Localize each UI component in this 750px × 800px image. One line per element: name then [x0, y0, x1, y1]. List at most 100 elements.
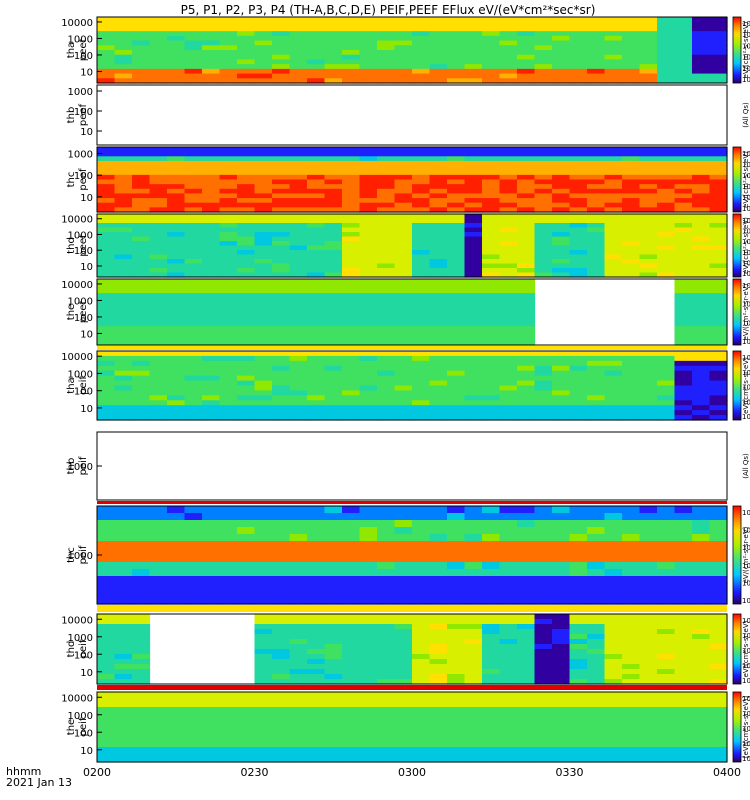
spectrogram-cell [254, 395, 273, 401]
spectrogram-cell [254, 279, 273, 285]
spectrogram-cell [412, 634, 431, 640]
spectrogram-cell [447, 737, 466, 743]
spectrogram-cell [149, 385, 168, 392]
spectrogram-cell [499, 179, 518, 185]
spectrogram-cell [97, 45, 116, 51]
spectrogram-cell [464, 26, 483, 32]
spectrogram-cell [307, 202, 326, 208]
spectrogram-cell [272, 639, 291, 645]
spectrogram-cell [307, 321, 326, 327]
spectrogram-cell [149, 380, 168, 387]
spectrogram-cell [167, 365, 186, 372]
spectrogram-cell [709, 214, 728, 220]
spectrogram-cell [289, 254, 308, 260]
spectrogram-cell [622, 232, 641, 238]
spectrogram-cell [342, 541, 361, 549]
spectrogram-cell [412, 629, 431, 635]
spectrogram-cell [149, 170, 168, 176]
spectrogram-cell [447, 64, 466, 70]
spectrogram-cell [202, 147, 221, 153]
spectrogram-cell [552, 156, 571, 162]
spectrogram-cell [307, 375, 326, 382]
spectrogram-cell [394, 664, 413, 670]
spectrogram-cell [674, 541, 693, 549]
spectrogram-cell [97, 223, 116, 229]
spectrogram-cell [324, 520, 343, 528]
spectrogram-cell [342, 697, 361, 703]
spectrogram-cell [604, 702, 623, 708]
spectrogram-cell [219, 151, 238, 157]
spectrogram-cell [377, 64, 396, 70]
spectrogram-cell [657, 415, 676, 421]
spectrogram-cell [132, 747, 151, 753]
spectrogram-cell [149, 17, 168, 23]
spectrogram-cell [534, 21, 553, 28]
spectrogram-cell [429, 50, 448, 56]
spectrogram-cell [219, 218, 238, 224]
spectrogram-cell [202, 302, 221, 308]
spectrogram-cell [499, 151, 518, 157]
spectrogram-cell [272, 679, 291, 685]
spectrogram-cell [464, 624, 483, 630]
spectrogram-cell [114, 562, 133, 570]
spectrogram-cell [114, 35, 133, 42]
spectrogram-cell [499, 732, 518, 738]
spectrogram-cell [97, 207, 116, 213]
spectrogram-cell [552, 64, 571, 70]
spectrogram-cell [639, 506, 658, 514]
spectrogram-cell [377, 73, 396, 79]
spectrogram-cell [447, 614, 466, 620]
spectrogram-cell [464, 241, 483, 247]
spectrogram-cell [219, 576, 238, 584]
spectrogram-cell [692, 147, 711, 153]
spectrogram-cell [464, 198, 483, 204]
spectrogram-cell [552, 184, 571, 190]
spectrogram-cell [709, 40, 728, 46]
spectrogram-cell [132, 316, 151, 323]
spectrogram-cell [692, 576, 711, 584]
spectrogram-cell [412, 707, 431, 713]
spectrogram-cell [604, 644, 623, 650]
spectrogram-cell [377, 415, 396, 421]
spectrogram-cell [482, 263, 501, 269]
spectrogram-cell [272, 165, 291, 171]
spectrogram-cell [692, 156, 711, 162]
spectrogram-cell [534, 241, 553, 247]
spectrogram-cell [674, 548, 693, 556]
spectrogram-cell [604, 50, 623, 56]
spectrogram-cell [149, 73, 168, 79]
spectrogram-cell [692, 151, 711, 157]
spectrogram-cell [307, 198, 326, 204]
spectrogram-cell [377, 664, 396, 670]
spectrogram-cell [272, 227, 291, 233]
spectrogram-cell [167, 527, 186, 535]
spectrogram-cell [237, 548, 256, 556]
spectrogram-cell [202, 223, 221, 229]
spectrogram-cell [219, 747, 238, 753]
spectrogram-cell [307, 340, 326, 346]
spectrogram-cell [97, 184, 116, 190]
spectrogram-cell [587, 649, 606, 655]
spectrogram-cell [324, 297, 343, 304]
spectrogram-cell [184, 259, 203, 265]
spectrogram-cell [569, 214, 588, 220]
spectrogram-cell [412, 732, 431, 738]
spectrogram-cell [219, 365, 238, 372]
spectrogram-cell [604, 717, 623, 723]
spectrogram-cell [569, 385, 588, 392]
spectrogram-cell [289, 326, 308, 332]
spectrogram-cell [237, 390, 256, 396]
spectrogram-cell [394, 40, 413, 46]
spectrogram-cell [394, 415, 413, 421]
spectrogram-cell [254, 64, 273, 70]
spectrogram-cell [587, 737, 606, 743]
spectrogram-cell [359, 405, 378, 411]
spectrogram-cell [447, 151, 466, 157]
spectrogram-cell [587, 717, 606, 723]
spectrogram-cell [114, 254, 133, 260]
spectrogram-cell [569, 548, 588, 556]
spectrogram-cell [464, 405, 483, 411]
spectrogram-cell [324, 335, 343, 341]
spectrogram-cell [709, 340, 728, 346]
spectrogram-cell [587, 54, 606, 61]
